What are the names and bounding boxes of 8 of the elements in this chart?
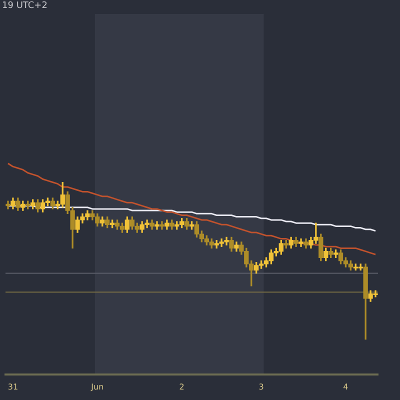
candlestick [160,221,164,230]
candlestick [154,221,160,230]
x-tick-label: 4 [343,382,348,392]
x-tick-label: 3 [258,382,264,392]
x-tick-label: 31 [8,382,18,392]
x-tick-label: 2 [179,382,184,392]
x-tick-label: Jun [90,382,104,392]
text: 19 UTC+2 [2,1,48,11]
